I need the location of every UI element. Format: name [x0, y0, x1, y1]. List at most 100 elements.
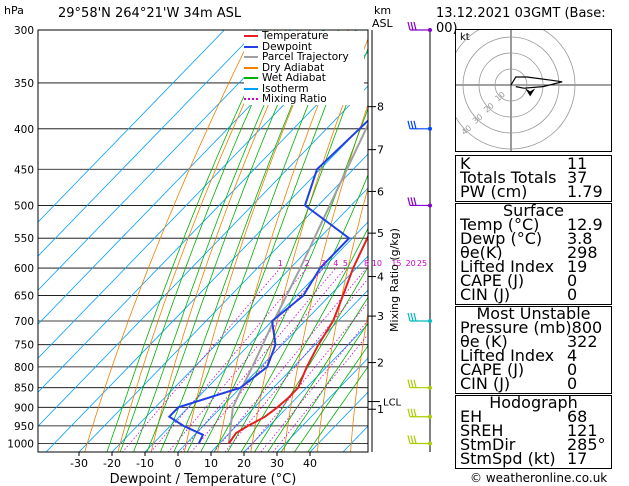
param-value: 0 — [567, 360, 578, 379]
isotherm-line — [177, 255, 368, 452]
param-label: Dewp (°C) — [460, 229, 543, 248]
most-unstable-title: Most Unstable — [476, 304, 591, 323]
wind-barb-dot — [428, 319, 432, 324]
wet-adiabat-line — [240, 227, 368, 452]
wind-barb-flag — [410, 120, 414, 129]
dry-adiabat-line — [350, 310, 368, 452]
param-label: CAPE (J) — [460, 360, 525, 379]
temperature-tick-label: -10 — [136, 457, 154, 470]
param-row: θe(K) 298 — [456, 243, 611, 262]
parcel-trajectory-line — [227, 122, 368, 444]
pressure-tick-label: 900 — [14, 402, 34, 414]
param-row: CAPE (J) 0 — [456, 271, 611, 290]
pressure-tick-label: 550 — [14, 233, 34, 245]
hodograph-unit: kt — [460, 32, 470, 43]
param-label: Temp (°C) — [460, 215, 540, 234]
wet-adiabat-line — [159, 30, 325, 452]
mixing-ratio-label: 8 — [364, 259, 369, 268]
legend-item: Temperature — [244, 31, 364, 42]
temperature-tick-label: -30 — [70, 457, 88, 470]
isotherm-line — [111, 187, 368, 452]
wind-barb-flag — [413, 379, 417, 388]
wind-barb-flag — [407, 435, 411, 444]
km-tick-label: 2 — [377, 357, 384, 370]
wet-adiabat-line — [119, 30, 287, 452]
km-tick-label: 7 — [377, 144, 384, 157]
param-row: Dewp (°C) 3.8 — [456, 229, 611, 248]
legend: Temperature Dewpoint Parcel Trajectory Dry … — [244, 31, 364, 105]
param-row: Lifted Index 19 — [456, 259, 611, 275]
wind-barb-flag — [410, 21, 414, 31]
temperature-tick-label: 10 — [204, 457, 218, 470]
legend-label: Parcel Trajectory — [262, 51, 349, 63]
param-row: K 11 — [456, 154, 611, 173]
hodo-ring — [494, 68, 528, 102]
param-row: StmDir 285° — [456, 435, 611, 454]
isotherm-line — [144, 221, 368, 452]
hodo-trace — [510, 76, 563, 89]
param-row: CIN (J) 0 — [456, 285, 611, 304]
mixing-ratio-label: 3 — [321, 259, 326, 268]
mixing-ratio-label: 15 — [391, 259, 401, 268]
mixing-ratio-line — [213, 267, 367, 452]
legend-label: Isotherm — [262, 82, 309, 95]
param-value: 1.79 — [567, 182, 603, 201]
wind-barb-dot — [428, 385, 432, 390]
plot-frame — [37, 29, 369, 453]
param-label: CIN (J) — [460, 285, 511, 304]
wind-barb-flag — [410, 312, 414, 322]
hodo-ring-label: 10 — [493, 90, 507, 103]
temperature-line — [227, 234, 368, 445]
param-label: θe(K) — [460, 243, 503, 262]
param-label: K — [460, 154, 471, 173]
dewpoint-line — [167, 119, 368, 444]
km-tick-label: 6 — [377, 185, 384, 198]
wind-barb-flag — [413, 120, 417, 129]
param-label: StmDir — [460, 435, 516, 454]
param-value: 0 — [567, 285, 578, 304]
wet-adiabat-line — [186, 30, 357, 452]
wind-barb-dot — [428, 203, 432, 208]
mixing-ratio-label: 10 — [372, 259, 382, 268]
wind-barb-flag — [407, 21, 411, 31]
param-row: SREH 121 — [456, 423, 611, 439]
km-tick-label: 3 — [377, 310, 384, 323]
asl-label: ASL — [372, 17, 393, 30]
most-unstable-box: Most Unstable Pressure (mb) 800 θe (K) 322 L… — [455, 306, 612, 394]
km-tick-label: 1 — [377, 403, 384, 416]
legend-item: Wet Adiabat — [244, 73, 364, 84]
isotherm-line — [276, 357, 368, 452]
param-value: 322 — [567, 332, 598, 351]
wind-barb-flag — [413, 435, 417, 444]
wet-adiabat-line — [227, 173, 368, 452]
mixing-ratio-label: 1 — [278, 259, 283, 268]
wind-barb-dot — [428, 126, 432, 131]
param-value: 37 — [567, 168, 588, 187]
param-row: StmSpd (kt) 17 — [456, 451, 611, 467]
pressure-tick-label: 450 — [14, 164, 34, 176]
wind-barb-flag — [413, 197, 417, 206]
wind-barb-flag — [413, 408, 417, 417]
legend-item: Isotherm — [244, 82, 364, 95]
wind-barb-flag — [407, 312, 411, 322]
legend-label: Temperature — [262, 30, 329, 42]
param-label: CAPE (J) — [460, 271, 525, 290]
temperature-tick-label: 30 — [270, 457, 284, 470]
wet-adiabat-line — [213, 107, 368, 452]
legend-label: Dewpoint — [262, 40, 312, 53]
footer-credit: © weatheronline.co.uk — [470, 471, 608, 485]
param-label: Totals Totals — [460, 168, 557, 187]
wet-adiabat-line — [173, 30, 340, 452]
surface-box: Surface Temp (°C) 12.9 Dewp (°C) 3.8 θe(K) 29… — [455, 203, 612, 305]
param-value: 4 — [567, 346, 578, 365]
hodo-ring — [478, 52, 544, 118]
pressure-tick-label: 750 — [14, 340, 34, 352]
wind-barb-dot — [428, 28, 432, 32]
wind-barb-flag — [407, 120, 411, 129]
wind-barb-flag — [407, 379, 411, 388]
run-title: 13.12.2021 03GMT (Base: 00) — [436, 6, 606, 36]
mixing-ratio-label: 20 — [406, 259, 416, 268]
pressure-tick-label: 800 — [14, 362, 34, 374]
